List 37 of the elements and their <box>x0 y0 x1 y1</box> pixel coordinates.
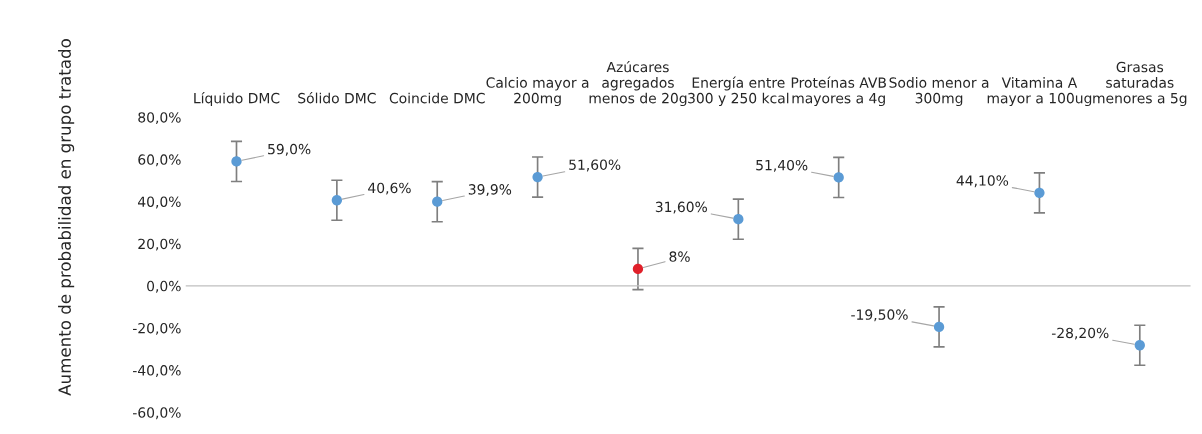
x-tick-label: Coincide DMC <box>389 92 485 104</box>
y-tick-label: -40,0% <box>133 365 181 378</box>
data-label: 40,6% <box>368 182 411 195</box>
y-tick-label: 20,0% <box>138 238 181 251</box>
point <box>733 214 744 225</box>
data-label: 51,40% <box>756 159 808 172</box>
y-tick-label: 80,0% <box>138 112 181 125</box>
y-tick-label: -20,0% <box>133 322 181 335</box>
data-label: -19,50% <box>851 309 908 322</box>
point <box>331 195 343 206</box>
x-tick-label: Azúcares agregados menos de 20g <box>589 60 687 107</box>
y-tick-label: -60,0% <box>133 407 181 420</box>
x-tick-label: Calcio mayor a 200mg <box>486 77 589 107</box>
point <box>933 321 945 333</box>
y-tick-label: 40,0% <box>138 196 181 209</box>
y-axis-title: Aumento de probabilidad en grupo tratado <box>58 39 75 396</box>
data-label: 51,60% <box>569 159 621 172</box>
point <box>1034 187 1045 199</box>
data-label: 59,0% <box>268 143 311 156</box>
data-label: 39,9% <box>468 184 512 197</box>
x-tick-label: Energía entre 300 y 250 kcal <box>688 76 789 107</box>
x-tick-label: Grasas saturadas menores a 5g <box>1093 61 1187 107</box>
point <box>632 263 644 275</box>
y-tick-label: 60,0% <box>138 154 181 167</box>
point <box>432 196 443 207</box>
data-label: 31,60% <box>655 201 708 214</box>
point <box>833 172 844 183</box>
x-tick-label: Sólido DMC <box>298 92 376 104</box>
data-label: 8% <box>669 251 690 262</box>
x-tick-label: Líquido DMC <box>194 92 280 107</box>
point <box>231 156 242 167</box>
point <box>1134 340 1145 351</box>
data-label: -28,20% <box>1051 327 1109 340</box>
data-label: 44,10% <box>956 175 1009 188</box>
point <box>532 171 543 183</box>
x-tick-label: Proteínas AVB mayores a 4g <box>791 76 886 107</box>
y-tick-label: 0,0% <box>147 280 181 293</box>
